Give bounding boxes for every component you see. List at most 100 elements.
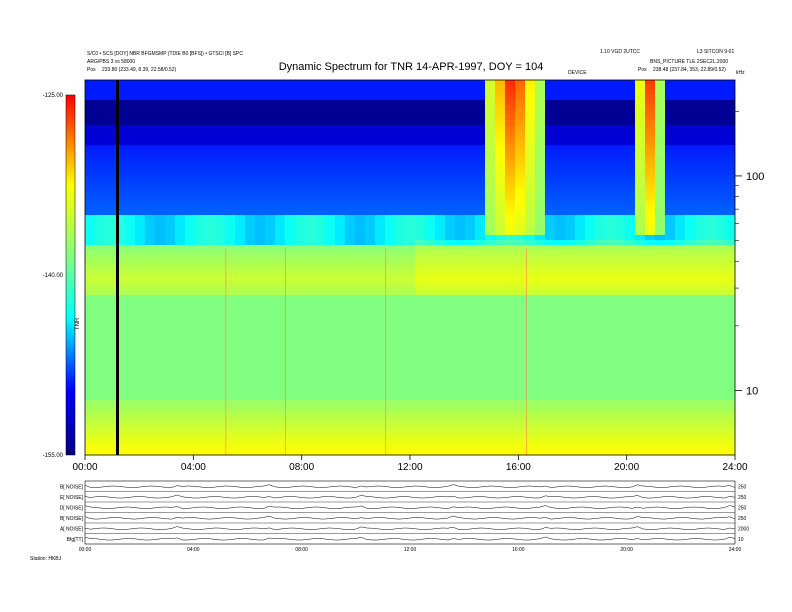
heatmap-cell: [155, 145, 166, 151]
heatmap-cell: [555, 450, 566, 455]
heatmap-cell: [425, 305, 436, 311]
heatmap-cell: [615, 140, 626, 146]
heatmap-cell: [485, 310, 496, 316]
heatmap-cell: [445, 105, 456, 111]
heatmap-cell: [685, 290, 696, 296]
heatmap-cell: [725, 260, 735, 266]
heatmap-cell: [705, 90, 716, 96]
heatmap-cell: [435, 310, 446, 316]
heatmap-cell: [285, 105, 296, 111]
heatmap-cell: [315, 400, 326, 406]
heatmap-cell: [585, 330, 596, 336]
heatmap-cell: [645, 415, 656, 421]
heatmap-cell: [155, 290, 166, 296]
heatmap-cell: [295, 245, 306, 251]
heatmap-cell: [435, 285, 446, 291]
heatmap-cell: [655, 260, 666, 266]
heatmap-cell: [605, 330, 616, 336]
heatmap-cell: [145, 320, 156, 326]
heatmap-cell: [125, 325, 136, 331]
heatmap-cell: [605, 155, 616, 161]
heatmap-cell: [245, 410, 256, 416]
heatmap-cell: [545, 340, 556, 346]
heatmap-cell: [235, 275, 246, 281]
heatmap-cell: [705, 415, 716, 421]
heatmap-cell: [655, 425, 666, 431]
heatmap-cell: [305, 445, 316, 451]
heatmap-cell: [295, 400, 306, 406]
heatmap-cell: [665, 150, 676, 156]
heatmap-cell: [715, 130, 726, 136]
heatmap-cell: [715, 295, 726, 301]
heatmap-cell: [315, 300, 326, 306]
heatmap-cell: [725, 185, 735, 191]
heatmap-cell: [695, 265, 706, 271]
heatmap-cell: [135, 295, 146, 301]
heatmap-cell: [525, 240, 536, 246]
heatmap-cell: [685, 450, 696, 455]
heatmap-cell: [375, 185, 386, 191]
heatmap-cell: [275, 355, 286, 361]
heatmap-cell: [225, 265, 236, 271]
heatmap-cell: [385, 85, 396, 91]
heatmap-cell: [465, 145, 476, 151]
heatmap-cell: [385, 255, 396, 261]
heatmap-cell: [395, 445, 406, 451]
heatmap-cell: [695, 290, 706, 296]
heatmap-cell: [665, 165, 676, 171]
heatmap-cell: [575, 440, 586, 446]
heatmap-cell: [125, 440, 136, 446]
heatmap-cell: [695, 170, 706, 176]
heatmap-cell: [265, 125, 276, 131]
heatmap-cell: [705, 80, 716, 86]
heatmap-cell: [355, 400, 366, 406]
heatmap-cell: [305, 380, 316, 386]
heatmap-cell: [565, 160, 576, 166]
heatmap-cell: [395, 205, 406, 211]
heatmap-cell: [495, 385, 506, 391]
heatmap-cell: [175, 220, 186, 226]
heatmap-cell: [285, 200, 296, 206]
heatmap-cell: [375, 255, 386, 261]
heatmap-cell: [625, 175, 636, 181]
heatmap-cell: [545, 260, 556, 266]
heatmap-cell: [385, 215, 396, 221]
heatmap-cell: [465, 370, 476, 376]
heatmap-cell: [575, 170, 586, 176]
heatmap-cell: [715, 355, 726, 361]
heatmap-cell: [355, 440, 366, 446]
heatmap-cell: [375, 210, 386, 216]
heatmap-cell: [435, 210, 446, 216]
heatmap-cell: [395, 375, 406, 381]
heatmap-cell: [605, 230, 616, 236]
colorbar-tick-label: -155.00: [43, 453, 64, 459]
heatmap-cell: [255, 195, 266, 201]
heatmap-cell: [665, 160, 676, 166]
heatmap-cell: [625, 440, 636, 446]
heatmap-cell: [685, 265, 696, 271]
heatmap-cell: [305, 450, 316, 455]
heatmap-cell: [105, 205, 116, 211]
heatmap-cell: [525, 380, 536, 386]
heatmap-cell: [85, 375, 96, 381]
heatmap-cell: [415, 385, 426, 391]
heatmap-cell: [555, 125, 566, 131]
heatmap-cell: [445, 120, 456, 126]
heatmap-cell: [645, 120, 656, 126]
heatmap-cell: [355, 445, 366, 451]
panel-right-label: 250: [738, 495, 747, 501]
heatmap-cell: [625, 220, 636, 226]
heatmap-cell: [155, 365, 166, 371]
heatmap-cell: [245, 235, 256, 241]
heatmap-cell: [605, 140, 616, 146]
heatmap-cell: [645, 125, 656, 131]
heatmap-cell: [675, 185, 686, 191]
heatmap-cell: [515, 125, 526, 131]
heatmap-cell: [145, 225, 156, 231]
heatmap-cell: [315, 375, 326, 381]
heatmap-cell: [695, 425, 706, 431]
heatmap-cell: [435, 280, 446, 286]
heatmap-cell: [365, 255, 376, 261]
heatmap-cell: [615, 150, 626, 156]
heatmap-cell: [285, 410, 296, 416]
